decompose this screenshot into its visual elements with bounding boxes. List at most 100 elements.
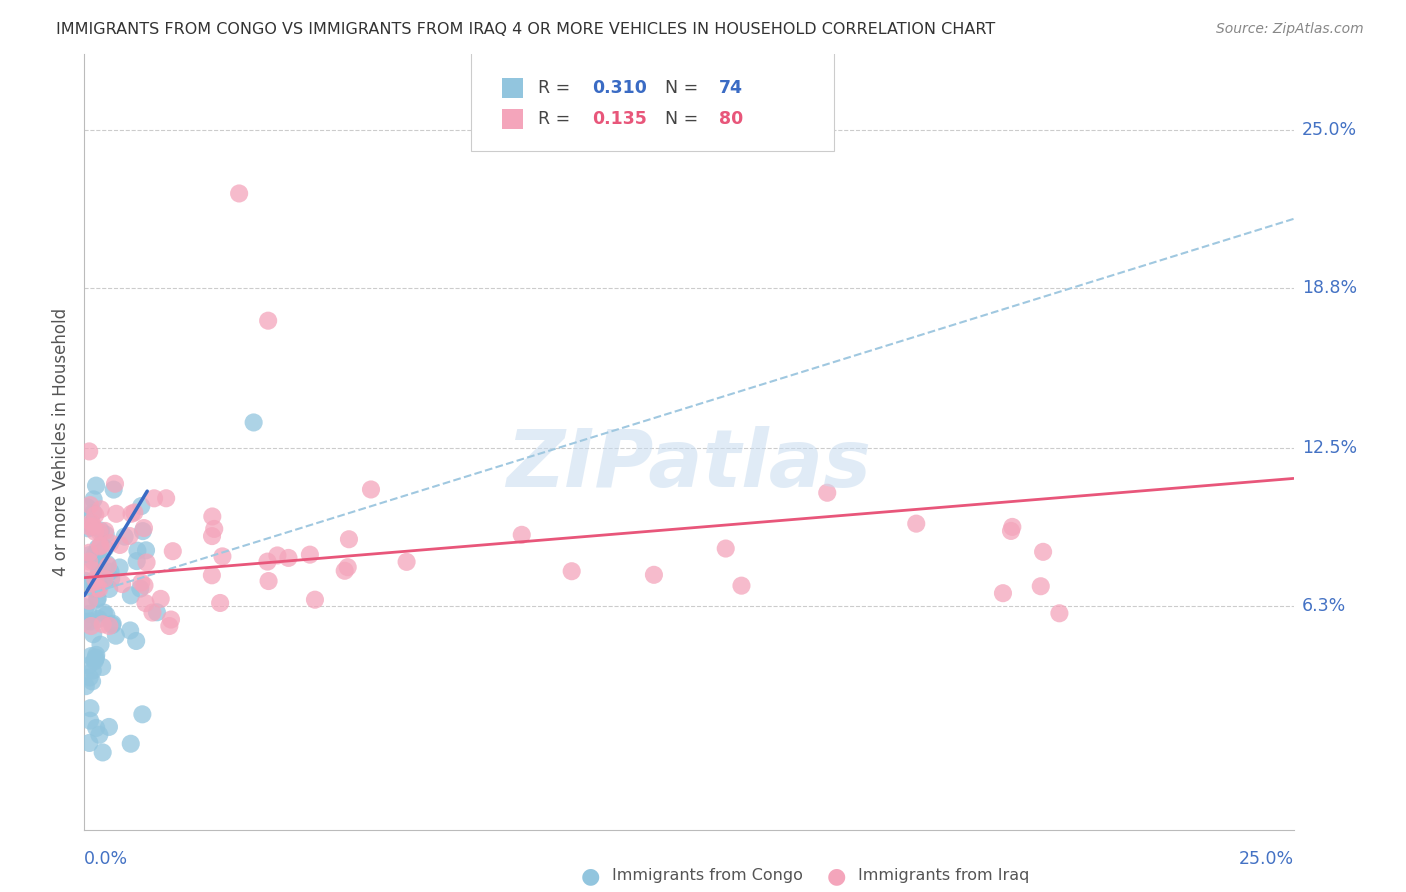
Point bbox=[98, 536, 121, 550]
Point bbox=[157, 619, 180, 633]
Point bbox=[98, 619, 121, 633]
Point bbox=[80, 574, 103, 589]
Point bbox=[90, 502, 112, 516]
Point bbox=[132, 524, 155, 538]
Point bbox=[80, 516, 103, 530]
Point bbox=[91, 746, 114, 760]
Point bbox=[93, 572, 115, 586]
Point bbox=[77, 521, 100, 535]
Point bbox=[266, 549, 288, 563]
Point bbox=[80, 619, 103, 633]
Point bbox=[146, 605, 169, 619]
Point bbox=[120, 737, 142, 751]
Point bbox=[75, 574, 97, 588]
Text: 0.135: 0.135 bbox=[592, 111, 647, 128]
Point bbox=[76, 500, 98, 515]
Point bbox=[97, 558, 120, 573]
Point bbox=[118, 529, 141, 543]
Point bbox=[257, 314, 280, 328]
Text: 6.3%: 6.3% bbox=[1302, 597, 1346, 615]
Point bbox=[84, 547, 107, 561]
Point bbox=[87, 541, 110, 555]
Point bbox=[89, 550, 111, 565]
Point bbox=[77, 546, 100, 560]
Text: 25.0%: 25.0% bbox=[1302, 120, 1357, 139]
Point bbox=[105, 507, 128, 521]
Point bbox=[79, 615, 101, 629]
Point bbox=[129, 582, 152, 596]
Point bbox=[77, 519, 100, 533]
Point bbox=[991, 586, 1014, 600]
Point bbox=[242, 416, 264, 430]
Point bbox=[202, 522, 225, 536]
Point bbox=[94, 524, 117, 538]
Point bbox=[141, 606, 163, 620]
Point bbox=[86, 581, 108, 595]
Point bbox=[209, 596, 232, 610]
Point bbox=[815, 485, 838, 500]
Point bbox=[108, 560, 131, 574]
Point bbox=[134, 578, 156, 592]
FancyBboxPatch shape bbox=[471, 50, 834, 151]
Point bbox=[77, 658, 100, 673]
Point bbox=[730, 579, 752, 593]
Point bbox=[79, 670, 101, 684]
Point bbox=[80, 649, 103, 664]
Point bbox=[160, 613, 183, 627]
Text: N =: N = bbox=[665, 111, 703, 128]
Point bbox=[75, 600, 97, 615]
Point bbox=[84, 524, 107, 539]
Point bbox=[108, 538, 131, 552]
Point bbox=[201, 509, 224, 524]
Point bbox=[82, 506, 104, 520]
Text: 74: 74 bbox=[720, 79, 744, 97]
Point bbox=[91, 617, 114, 632]
Point bbox=[94, 541, 117, 556]
Point bbox=[79, 517, 101, 532]
Point bbox=[256, 555, 278, 569]
Point bbox=[84, 652, 107, 666]
Point bbox=[155, 491, 177, 506]
Text: ZIPatlas: ZIPatlas bbox=[506, 425, 872, 504]
Point bbox=[337, 533, 360, 547]
Text: 25.0%: 25.0% bbox=[1239, 850, 1294, 868]
Point bbox=[120, 588, 142, 602]
Point bbox=[336, 560, 359, 574]
Point bbox=[1029, 579, 1052, 593]
Point bbox=[129, 575, 152, 590]
Point bbox=[1001, 520, 1024, 534]
Point bbox=[333, 564, 356, 578]
Point bbox=[94, 527, 117, 541]
Point bbox=[83, 654, 105, 668]
Point bbox=[905, 516, 928, 531]
Text: Source: ZipAtlas.com: Source: ZipAtlas.com bbox=[1216, 22, 1364, 37]
Point bbox=[127, 543, 149, 558]
Point bbox=[86, 592, 108, 607]
Point bbox=[201, 568, 224, 582]
Point bbox=[84, 650, 107, 665]
Point bbox=[1032, 545, 1054, 559]
Point bbox=[84, 508, 107, 522]
Point bbox=[100, 565, 122, 579]
Text: Immigrants from Iraq: Immigrants from Iraq bbox=[858, 869, 1029, 883]
Point bbox=[103, 483, 125, 497]
Point bbox=[93, 606, 115, 620]
Point bbox=[1000, 524, 1022, 538]
Point bbox=[510, 528, 533, 542]
Point bbox=[87, 566, 110, 581]
Point bbox=[111, 577, 134, 591]
Point bbox=[101, 618, 124, 632]
Point bbox=[77, 555, 100, 569]
Point bbox=[395, 555, 418, 569]
Text: N =: N = bbox=[665, 79, 703, 97]
Point bbox=[89, 540, 111, 554]
Point bbox=[79, 714, 101, 728]
Point bbox=[83, 492, 105, 507]
Point bbox=[162, 544, 184, 558]
Point bbox=[135, 543, 157, 558]
Text: 0.310: 0.310 bbox=[592, 79, 647, 97]
Text: 18.8%: 18.8% bbox=[1302, 278, 1357, 297]
Text: IMMIGRANTS FROM CONGO VS IMMIGRANTS FROM IRAQ 4 OR MORE VEHICLES IN HOUSEHOLD CO: IMMIGRANTS FROM CONGO VS IMMIGRANTS FROM… bbox=[56, 22, 995, 37]
Point bbox=[304, 592, 326, 607]
Point bbox=[124, 506, 146, 520]
